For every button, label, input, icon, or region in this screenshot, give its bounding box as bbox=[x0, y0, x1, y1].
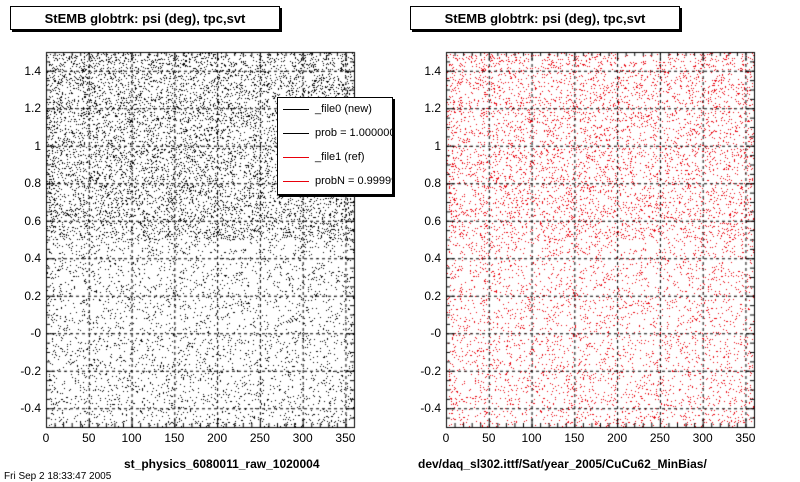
y-tick-label: 0.6 bbox=[424, 213, 441, 228]
y-tick-label: -0.4 bbox=[420, 401, 441, 416]
x-tick-label: 350 bbox=[335, 431, 356, 445]
y-tick-label: 0.4 bbox=[24, 251, 41, 266]
y-tick-label: 0.2 bbox=[424, 288, 441, 303]
y-tick-label: -0.2 bbox=[20, 363, 41, 378]
x-tick-label: 150 bbox=[564, 431, 585, 445]
right-x-axis-label: dev/daq_sl302.ittf/Sat/year_2005/CuCu62_… bbox=[418, 457, 707, 471]
y-tick-label: 1.4 bbox=[424, 63, 441, 78]
x-tick-label: 100 bbox=[521, 431, 542, 445]
left-chart-title: StEMB globtrk: psi (deg), tpc,svt bbox=[10, 6, 280, 30]
x-tick-label: 250 bbox=[649, 431, 670, 445]
y-tick-label: 0.8 bbox=[424, 176, 441, 191]
legend-label: _file1 (ref) bbox=[315, 151, 365, 163]
x-tick-label: 100 bbox=[121, 431, 142, 445]
x-tick-label: 300 bbox=[292, 431, 313, 445]
y-tick-label: -0.4 bbox=[20, 401, 41, 416]
y-tick-label: -0 bbox=[430, 326, 441, 341]
x-tick-label: 150 bbox=[164, 431, 185, 445]
y-tick-label: -0 bbox=[30, 326, 41, 341]
y-tick-label: 0.2 bbox=[24, 288, 41, 303]
y-tick-label: 1.2 bbox=[24, 101, 41, 116]
legend-entry-file0: _file0 (new) bbox=[278, 98, 392, 120]
x-tick-label: 50 bbox=[82, 431, 96, 445]
x-tick-label: 350 bbox=[735, 431, 756, 445]
legend-swatch bbox=[283, 108, 309, 110]
x-tick-label: 250 bbox=[249, 431, 270, 445]
legend-label: _file0 (new) bbox=[315, 103, 372, 115]
legend-swatch bbox=[283, 132, 309, 134]
legend-label: prob = 1.000000 bbox=[315, 127, 393, 139]
y-tick-label: 0.6 bbox=[24, 213, 41, 228]
x-tick-label: 200 bbox=[607, 431, 628, 445]
y-tick-label: -0.2 bbox=[420, 363, 441, 378]
legend-label: probN = 0.999999 bbox=[315, 175, 392, 187]
x-tick-label: 0 bbox=[42, 431, 50, 445]
y-tick-label: 0.4 bbox=[424, 251, 441, 266]
left-x-axis-label: st_physics_6080011_raw_1020004 bbox=[124, 457, 320, 471]
x-tick-label: 0 bbox=[442, 431, 450, 445]
legend-entry-file1: _file1 (ref) bbox=[278, 146, 392, 168]
legend-swatch bbox=[283, 180, 309, 182]
y-tick-label: 0.8 bbox=[24, 176, 41, 191]
legend-swatch bbox=[283, 156, 309, 158]
x-tick-label: 50 bbox=[482, 431, 496, 445]
y-tick-label: 1 bbox=[34, 138, 41, 153]
x-tick-label: 200 bbox=[207, 431, 228, 445]
right-chart-title: StEMB globtrk: psi (deg), tpc,svt bbox=[410, 6, 680, 30]
legend-entry-prob: prob = 1.000000 bbox=[278, 122, 393, 144]
y-tick-label: 1.4 bbox=[24, 63, 41, 78]
timestamp-label: Fri Sep 2 18:33:47 2005 bbox=[4, 471, 112, 482]
y-tick-label: 1.2 bbox=[424, 101, 441, 116]
legend-entry-probn: probN = 0.999999 bbox=[278, 170, 392, 192]
x-tick-label: 300 bbox=[692, 431, 713, 445]
y-tick-label: 1 bbox=[434, 138, 441, 153]
legend-box: _file0 (new) prob = 1.000000 _file1 (ref… bbox=[277, 97, 393, 195]
